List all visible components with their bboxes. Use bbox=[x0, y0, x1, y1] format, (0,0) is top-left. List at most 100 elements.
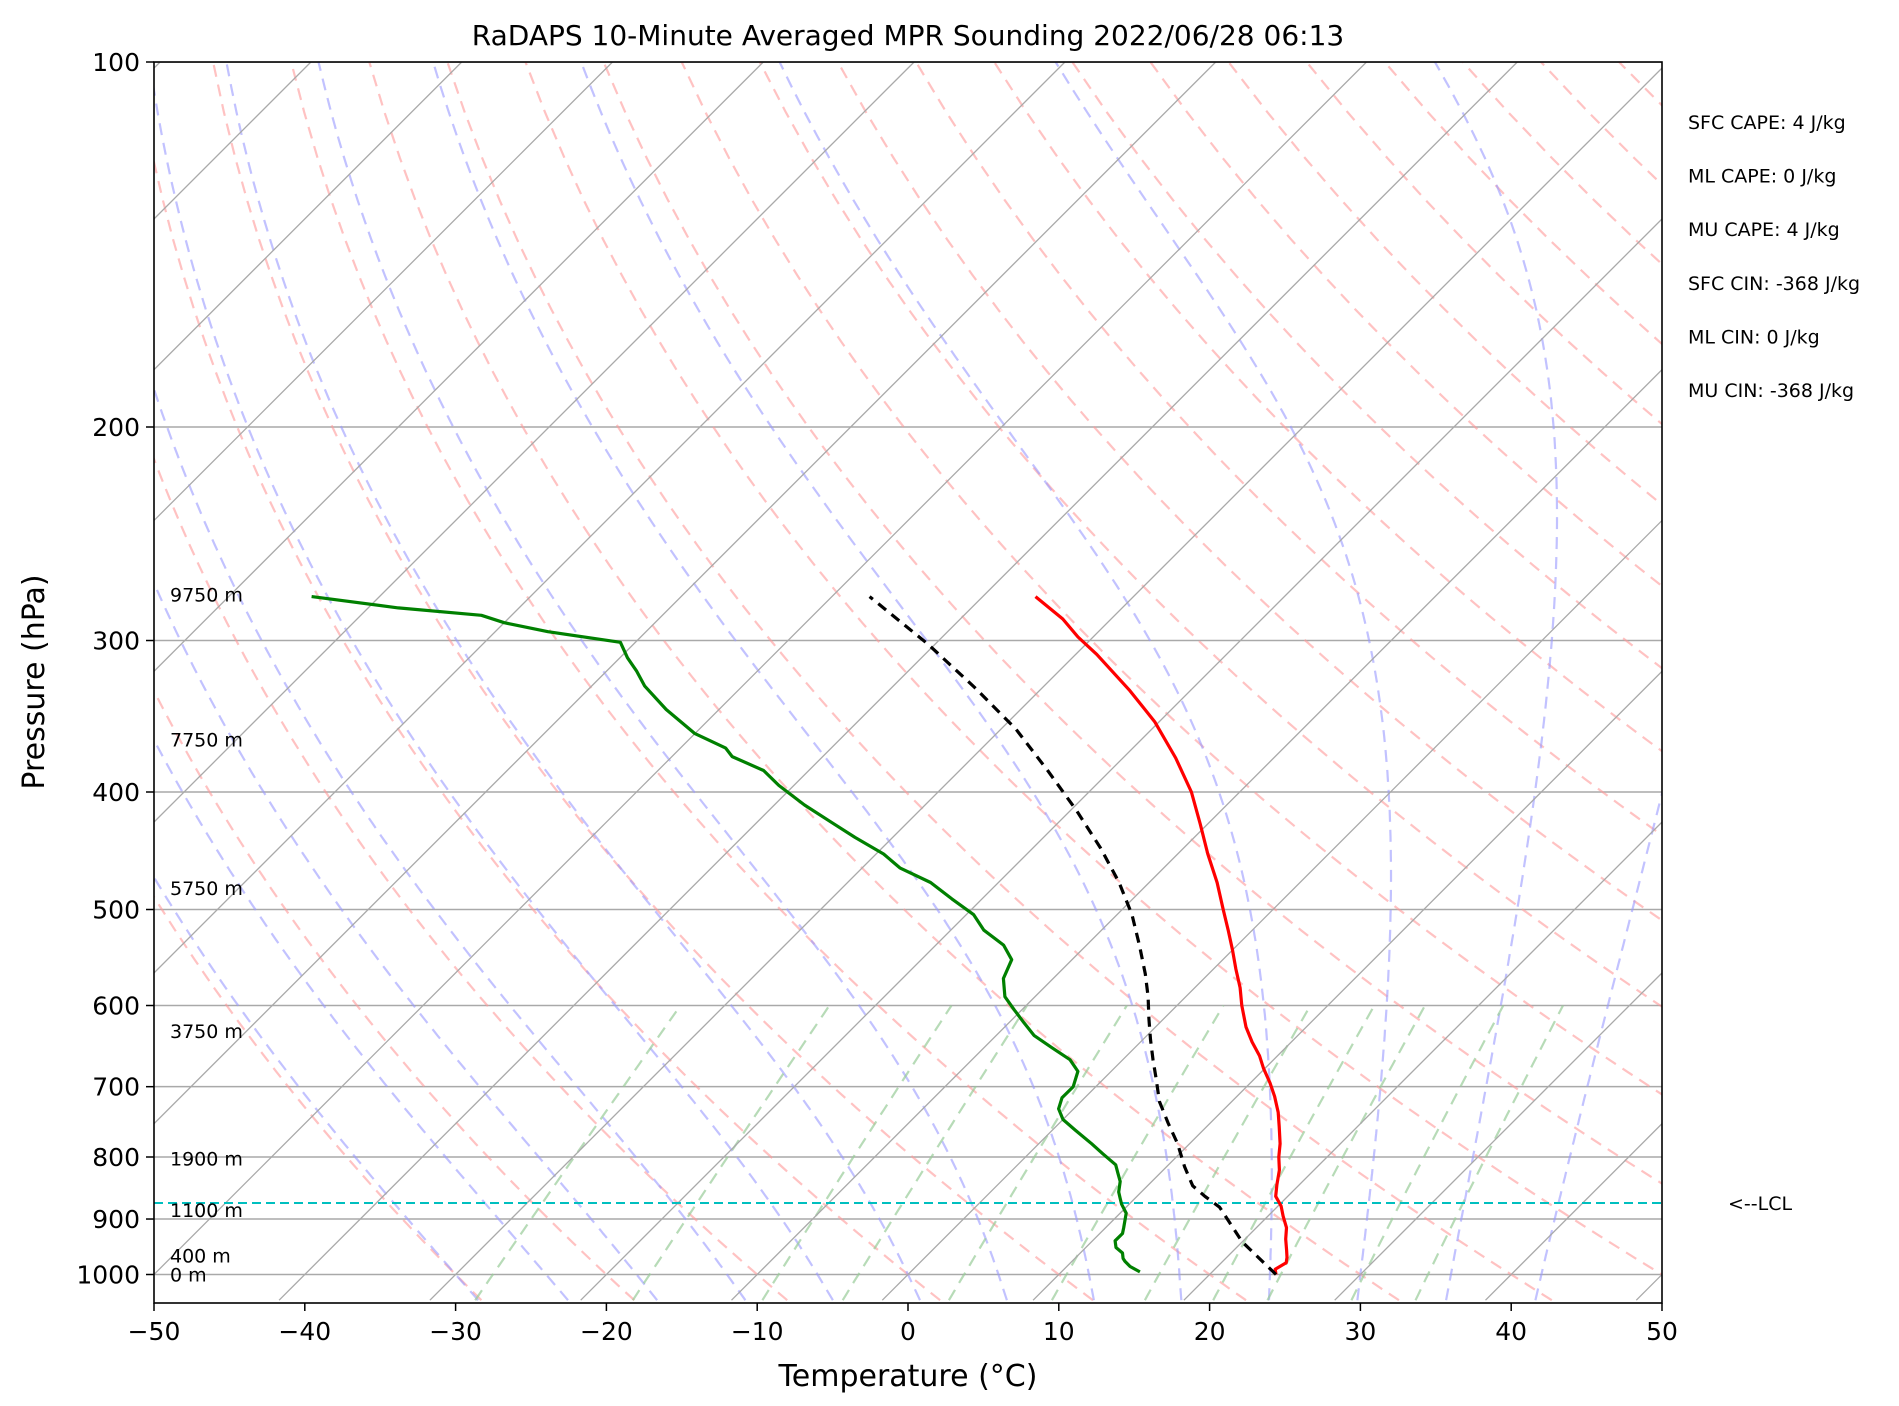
x-tick-label: 40 bbox=[1495, 1317, 1527, 1346]
y-tick-label: 700 bbox=[92, 1073, 140, 1102]
mixing-ratio-line bbox=[631, 1004, 831, 1301]
x-tick-label: −40 bbox=[278, 1317, 331, 1346]
dry-adiabat-line bbox=[1227, 62, 1662, 507]
height-label: 1900 m bbox=[170, 1148, 243, 1170]
moist-adiabat-line bbox=[154, 385, 747, 1301]
x-tick-label: −30 bbox=[429, 1317, 482, 1346]
isotherm-line bbox=[0, 62, 9, 1300]
moist-adiabat-line bbox=[154, 875, 480, 1301]
isotherm-line bbox=[731, 368, 1662, 1301]
mixing-ratio-line bbox=[841, 1004, 1028, 1301]
parcel-line bbox=[868, 595, 1278, 1276]
mixing-ratio-line bbox=[1414, 1004, 1564, 1301]
x-tick-label: −10 bbox=[731, 1317, 784, 1346]
dry-adiabat-line bbox=[1149, 62, 1662, 588]
y-tick-label: 500 bbox=[92, 896, 140, 925]
moist-adiabat-line bbox=[317, 62, 1008, 1301]
isotherm-line bbox=[881, 519, 1662, 1301]
chart-title: RaDAPS 10-Minute Averaged MPR Sounding 2… bbox=[472, 19, 1344, 52]
y-axis-ticks: 100 200 300 400 500 600 700 800 900 1000 bbox=[76, 48, 154, 1290]
dry-adiabat-line bbox=[154, 688, 636, 1302]
moist-adiabat-line bbox=[154, 580, 658, 1301]
dry-adiabat-line bbox=[524, 62, 1662, 1276]
isotherm-line bbox=[1334, 971, 1662, 1301]
dry-adiabat-line bbox=[1697, 62, 1899, 1300]
moist-adiabat-line bbox=[154, 83, 834, 1301]
y-tick-label: 100 bbox=[92, 48, 140, 77]
lcl-label: <--LCL bbox=[1728, 1193, 1792, 1215]
plot-frame bbox=[153, 61, 1663, 1304]
mixing-ratio-line bbox=[1050, 1004, 1225, 1301]
x-tick-label: −20 bbox=[580, 1317, 633, 1346]
dry-adiabat-line bbox=[1071, 62, 1662, 670]
dry-adiabat-line bbox=[154, 894, 483, 1301]
mixing-ratio-lines bbox=[474, 1004, 1564, 1301]
dry-adiabat-line bbox=[1540, 62, 1662, 187]
isotherm-line bbox=[429, 67, 1662, 1301]
dry-adiabat-line bbox=[368, 62, 1400, 1302]
x-tick-label: 20 bbox=[1194, 1317, 1226, 1346]
dry-adiabat-line bbox=[1305, 62, 1662, 426]
dry-adiabats bbox=[154, 62, 1899, 1302]
y-tick-label: 600 bbox=[92, 992, 140, 1021]
dry-adiabat-line bbox=[1461, 62, 1662, 266]
y-tick-label: 800 bbox=[92, 1143, 140, 1172]
y-tick-label: 1000 bbox=[76, 1261, 140, 1290]
moist-adiabat-line bbox=[778, 62, 1273, 1301]
dry-adiabat-line bbox=[993, 62, 1662, 753]
dry-adiabat-line bbox=[446, 62, 1553, 1302]
dry-adiabat-line bbox=[680, 62, 1662, 1096]
moist-adiabat-line bbox=[225, 62, 921, 1301]
dry-adiabat-line bbox=[836, 62, 1662, 922]
dry-adiabat-line bbox=[758, 62, 1662, 1009]
stability-indices: SFC CAPE: 4 J/kg ML CAPE: 0 J/kg MU CAPE: … bbox=[1688, 112, 1860, 402]
y-tick-label: 400 bbox=[92, 778, 140, 807]
isotherm-line bbox=[154, 62, 764, 673]
height-label: 7750 m bbox=[170, 729, 243, 751]
mixing-ratio-line bbox=[1350, 1004, 1505, 1301]
moist-adiabats bbox=[154, 62, 1662, 1301]
dry-adiabat-line bbox=[915, 62, 1662, 837]
x-tick-label: 0 bbox=[900, 1317, 916, 1346]
stat-text: ML CAPE: 0 J/kg bbox=[1688, 166, 1836, 188]
temperature-line bbox=[1034, 595, 1289, 1275]
stat-text: SFC CIN: -368 J/kg bbox=[1688, 273, 1860, 295]
mixing-ratio-line bbox=[761, 1004, 953, 1301]
isotherm-line bbox=[278, 62, 1518, 1301]
moist-adiabat-line bbox=[1433, 62, 1559, 1301]
isotherm-line bbox=[1635, 1273, 1662, 1301]
isotherm-line bbox=[154, 62, 1066, 974]
isotherm-line bbox=[1183, 821, 1662, 1301]
y-tick-label: 300 bbox=[92, 627, 140, 656]
stat-text: SFC CAPE: 4 J/kg bbox=[1688, 112, 1846, 134]
y-axis-label: Pressure (hPa) bbox=[17, 574, 52, 789]
moist-adiabat-line bbox=[1534, 789, 1662, 1301]
height-label: 0 m bbox=[170, 1265, 207, 1287]
mixing-ratio-line bbox=[1143, 1004, 1312, 1301]
dry-adiabat-line bbox=[602, 62, 1662, 1185]
dry-adiabat-line bbox=[154, 456, 788, 1302]
isotherms bbox=[0, 62, 1662, 1301]
dewpoint-line bbox=[311, 595, 1141, 1274]
stat-text: MU CIN: -368 J/kg bbox=[1688, 380, 1854, 402]
mixing-ratio-line bbox=[1266, 1004, 1426, 1301]
y-tick-label: 200 bbox=[92, 413, 140, 442]
height-label: 9750 m bbox=[170, 585, 243, 607]
x-tick-label: 50 bbox=[1646, 1317, 1678, 1346]
isotherm-line bbox=[154, 62, 613, 522]
isotherm-line bbox=[154, 62, 1217, 1125]
pressure-gridlines bbox=[154, 62, 1662, 1276]
height-label: 1100 m bbox=[170, 1200, 243, 1222]
isotherm-line bbox=[154, 62, 915, 824]
isotherm-line bbox=[154, 62, 1367, 1276]
moist-adiabat-line bbox=[432, 62, 1095, 1301]
x-tick-label: −50 bbox=[128, 1317, 181, 1346]
moist-adiabat-line bbox=[1054, 62, 1393, 1301]
dry-adiabat-line bbox=[154, 157, 941, 1302]
x-axis-ticks: −50 −40 −30 −20 −10 0 10 20 30 40 50 bbox=[128, 1303, 1678, 1346]
mixing-ratio-line bbox=[947, 1004, 1128, 1301]
height-label: 5750 m bbox=[170, 878, 243, 900]
mixing-ratio-line bbox=[1212, 1004, 1376, 1301]
y-tick-label: 900 bbox=[92, 1205, 140, 1234]
